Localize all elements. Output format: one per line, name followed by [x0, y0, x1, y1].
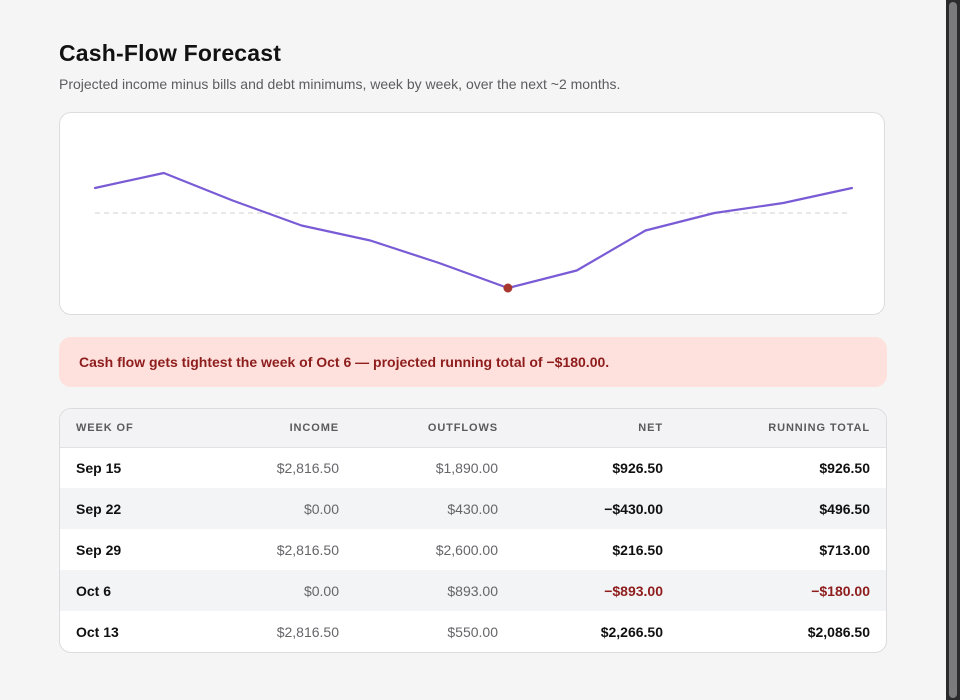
- forecast-table-card: Week of Income Outflows Net Running tota…: [59, 408, 887, 653]
- scrollbar-thumb[interactable]: [949, 2, 957, 698]
- column-header-net: Net: [514, 409, 679, 448]
- cell-income: $0.00: [303, 582, 339, 599]
- cell-outflows: $550.00: [447, 623, 498, 640]
- cell-income: $0.00: [303, 500, 339, 517]
- lowest-point-marker: [503, 283, 513, 293]
- table-row: Sep 15 $2,816.50 $1,890.00 $926.50 $926.…: [60, 447, 886, 488]
- column-header-week: Week of: [60, 409, 210, 448]
- column-header-income: Income: [210, 409, 355, 448]
- cell-week: Sep 29: [76, 541, 122, 558]
- cell-running-total: $496.50: [819, 500, 870, 517]
- forecast-table: Week of Income Outflows Net Running tota…: [60, 409, 886, 652]
- cell-net: −$430.00: [604, 500, 663, 517]
- alert-text: Cash flow gets tightest the week of Oct …: [79, 354, 610, 370]
- forecast-line-chart: [93, 171, 854, 293]
- cell-week: Oct 13: [76, 623, 119, 640]
- cell-week: Sep 15: [76, 459, 122, 476]
- cell-outflows: $893.00: [447, 582, 498, 599]
- cell-net: $2,266.50: [600, 623, 663, 640]
- tightest-week-alert: Cash flow gets tightest the week of Oct …: [59, 337, 887, 387]
- cell-running-total: −$180.00: [811, 582, 870, 599]
- page-title: Cash-Flow Forecast: [59, 40, 282, 66]
- cell-net: $216.50: [612, 541, 663, 558]
- page-subtitle: Projected income minus bills and debt mi…: [59, 76, 621, 92]
- table-header-row: Week of Income Outflows Net Running tota…: [60, 409, 886, 448]
- page-scrollbar[interactable]: [946, 0, 960, 700]
- cell-week: Sep 22: [76, 500, 122, 517]
- column-header-running-total: Running total: [679, 409, 886, 448]
- cell-income: $2,816.50: [276, 623, 339, 640]
- cell-outflows: $1,890.00: [435, 459, 498, 476]
- cell-net: $926.50: [612, 459, 663, 476]
- table-row: Oct 13 $2,816.50 $550.00 $2,266.50 $2,08…: [60, 611, 886, 652]
- column-header-outflows: Outflows: [355, 409, 514, 448]
- table-row: Sep 29 $2,816.50 $2,600.00 $216.50 $713.…: [60, 529, 886, 570]
- cell-income: $2,816.50: [276, 459, 339, 476]
- forecast-series-line: [93, 171, 854, 290]
- cell-running-total: $2,086.50: [807, 623, 870, 640]
- cell-outflows: $430.00: [447, 500, 498, 517]
- cell-running-total: $926.50: [819, 459, 870, 476]
- cell-running-total: $713.00: [819, 541, 870, 558]
- table-row: Sep 22 $0.00 $430.00 −$430.00 $496.50: [60, 488, 886, 529]
- forecast-chart-card: [59, 112, 885, 315]
- cell-income: $2,816.50: [276, 541, 339, 558]
- table-row: Oct 6 $0.00 $893.00 −$893.00 −$180.00: [60, 570, 886, 611]
- cell-week: Oct 6: [76, 582, 112, 599]
- cell-net: −$893.00: [604, 582, 663, 599]
- cell-outflows: $2,600.00: [435, 541, 498, 558]
